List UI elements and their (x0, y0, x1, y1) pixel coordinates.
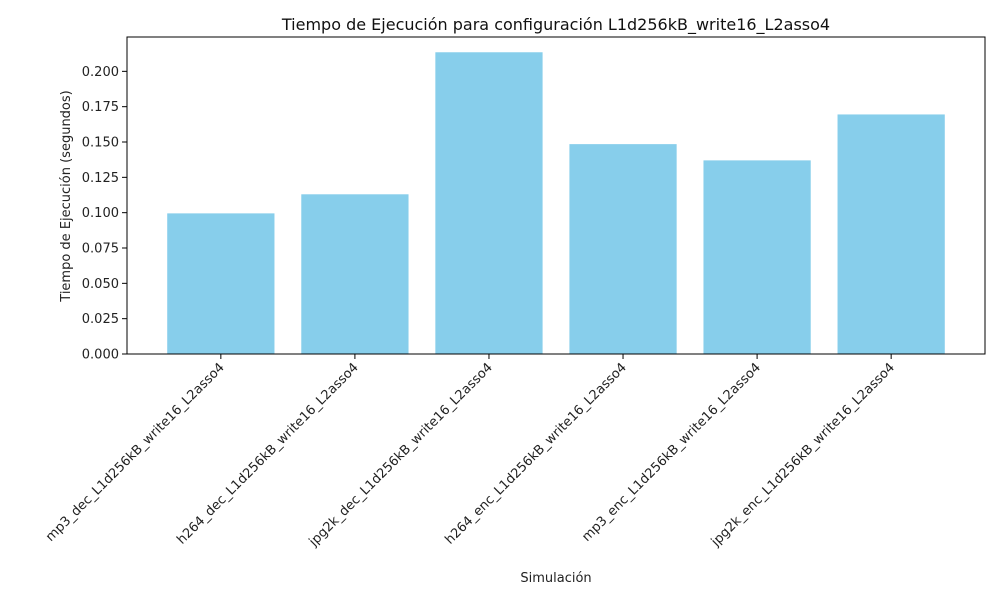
bar-2 (435, 52, 543, 354)
y-axis-title: Tiempo de Ejecución (segundos) (59, 90, 74, 302)
y-tick-label-5: 0.125 (82, 171, 119, 186)
y-tick-label-8: 0.200 (82, 65, 119, 80)
chart-title: Tiempo de Ejecución para configuración L… (281, 15, 830, 35)
x-axis-title: Simulación (520, 571, 591, 586)
bar-4 (703, 160, 811, 354)
bars-group (167, 52, 945, 354)
bar-1 (301, 194, 409, 354)
y-tick-label-1: 0.025 (82, 312, 119, 327)
bar-0 (167, 213, 275, 354)
x-axis: mp3_dec_L1d256kB_write16_L2asso4h264_dec… (43, 354, 898, 550)
y-tick-label-4: 0.100 (82, 206, 119, 221)
y-axis: 0.000 0.025 0.050 0.075 0.100 0.125 0.150 0.175… (82, 65, 127, 363)
y-tick-label-2: 0.050 (82, 277, 119, 292)
plot-frame (126, 36, 986, 355)
y-tick-label-0: 0.000 (82, 348, 119, 363)
bar-3 (569, 144, 677, 354)
bar-5 (837, 114, 945, 354)
y-tick-label-3: 0.075 (82, 242, 119, 257)
y-tick-label-7: 0.175 (82, 100, 119, 115)
y-tick-label-6: 0.150 (82, 136, 119, 151)
